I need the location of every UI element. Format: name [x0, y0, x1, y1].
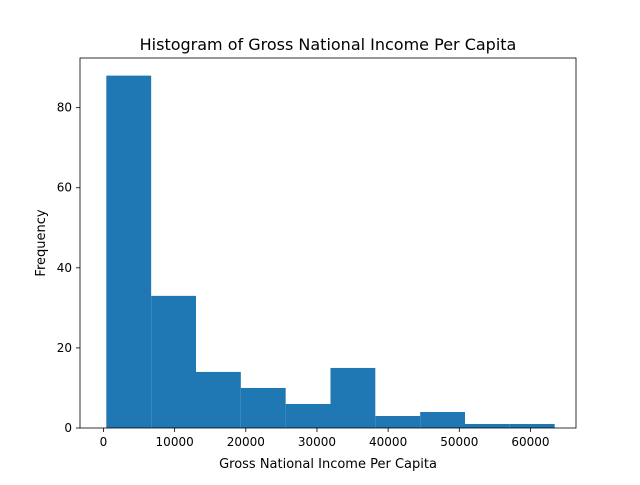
y-axis: 0 20 40 60 80 [57, 101, 80, 435]
bars-group [106, 75, 555, 428]
x-tick-label: 50000 [440, 435, 478, 449]
histogram-bar [375, 415, 421, 428]
x-tick-label: 20000 [227, 435, 265, 449]
y-tick-label: 40 [57, 261, 72, 275]
y-axis-label: Frequency [34, 209, 49, 276]
x-tick-label: 30000 [298, 435, 336, 449]
histogram-bar [151, 295, 196, 428]
histogram-bar [106, 75, 152, 428]
x-tick-label: 10000 [156, 435, 194, 449]
histogram-bar [420, 411, 465, 428]
y-tick-label: 80 [57, 101, 72, 115]
x-tick-label: 0 [100, 435, 108, 449]
x-axis-label: Gross National Income Per Capita [219, 457, 437, 472]
histogram-bar [330, 367, 376, 428]
x-tick-label: 60000 [511, 435, 549, 449]
plot-frame [79, 57, 577, 429]
histogram-bar [285, 403, 331, 428]
x-axis: 0 10000 20000 30000 40000 50000 60000 [100, 428, 550, 449]
histogram-bar [195, 371, 241, 428]
chart-title: Histogram of Gross National Income Per C… [140, 35, 517, 54]
histogram-bar [509, 423, 555, 428]
histogram-bar [240, 387, 286, 428]
y-tick-label: 60 [57, 181, 72, 195]
y-tick-label: 0 [64, 421, 72, 435]
y-tick-label: 20 [57, 341, 72, 355]
x-tick-label: 40000 [369, 435, 407, 449]
histogram-bar [464, 423, 510, 428]
